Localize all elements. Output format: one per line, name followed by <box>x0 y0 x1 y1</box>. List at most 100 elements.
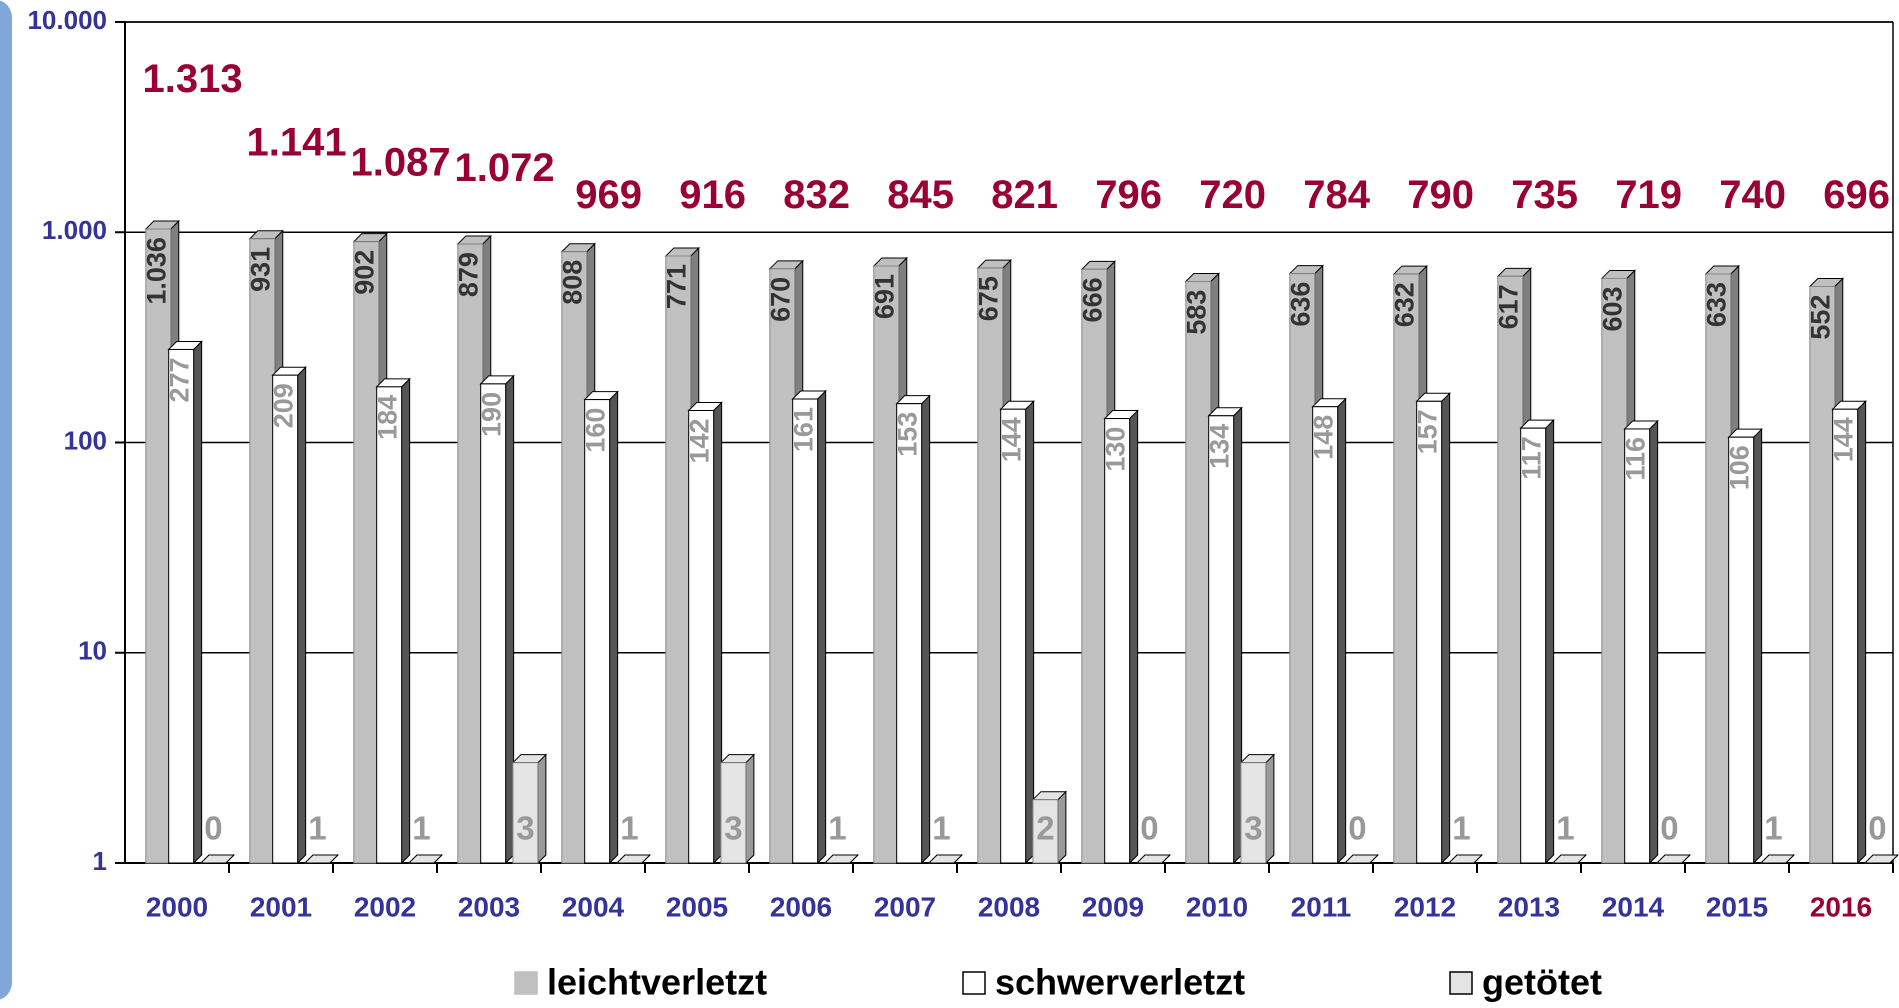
bar-front <box>584 399 611 864</box>
side-strip <box>0 0 12 1000</box>
bar <box>1311 397 1347 865</box>
bar-front <box>1624 428 1651 864</box>
value-label: 675 <box>973 276 1003 321</box>
value-label: 106 <box>1724 445 1754 490</box>
bar <box>1207 406 1243 865</box>
x-tick-label: 2007 <box>874 891 936 922</box>
bar-top <box>1551 854 1588 864</box>
total-label: 719 <box>1615 173 1682 217</box>
bar <box>375 377 411 865</box>
value-label: 160 <box>580 408 610 453</box>
bar-top <box>1343 854 1380 864</box>
value-label: 148 <box>1308 415 1338 460</box>
value-label: 144 <box>996 417 1026 462</box>
total-label: 796 <box>1095 173 1162 217</box>
value-label: 931 <box>245 247 275 292</box>
total-label: 740 <box>1719 173 1786 217</box>
bar <box>1863 854 1899 864</box>
x-tick-label: 2015 <box>1706 891 1768 922</box>
value-label: 1 <box>1556 810 1574 847</box>
total-label: 1.313 <box>143 57 243 101</box>
bar-front <box>1497 275 1524 864</box>
value-label: 771 <box>661 264 691 309</box>
bar-side <box>1441 392 1451 865</box>
bar <box>1031 790 1068 865</box>
x-tick-label: 2009 <box>1082 891 1144 922</box>
bar-side <box>745 753 755 865</box>
bar-front <box>1520 427 1547 864</box>
total-label: 832 <box>783 173 850 217</box>
x-tick-label: 2002 <box>354 891 416 922</box>
bar-front <box>769 268 796 864</box>
legend-swatch <box>514 971 538 995</box>
bar-side <box>1337 397 1347 865</box>
total-label: 720 <box>1199 173 1266 217</box>
bar-front <box>272 374 299 864</box>
value-label: 134 <box>1204 424 1234 469</box>
y-tick-label: 100 <box>64 425 107 455</box>
value-label: 1 <box>932 810 950 847</box>
bar <box>927 854 964 864</box>
value-label: 0 <box>204 810 222 847</box>
bar-side <box>401 377 411 865</box>
bar-side <box>1129 409 1139 865</box>
bar-side <box>193 340 203 865</box>
value-label: 1 <box>308 810 326 847</box>
value-label: 0 <box>1660 810 1678 847</box>
value-label: 666 <box>1077 277 1107 322</box>
bar-side <box>537 753 547 865</box>
bar <box>1447 854 1484 864</box>
legend-label: leichtverletzt <box>547 962 767 1003</box>
bar-front <box>1728 436 1755 864</box>
bar-front <box>1032 799 1059 864</box>
bar-front <box>1312 406 1339 864</box>
bar-front <box>168 348 195 864</box>
bar <box>1415 392 1451 865</box>
bar-front <box>1809 286 1836 864</box>
bar-front <box>1208 415 1235 864</box>
x-tick-label: 2006 <box>770 891 832 922</box>
y-tick-label: 10.000 <box>27 5 107 35</box>
bar-side <box>1025 399 1035 865</box>
bar <box>1759 854 1796 864</box>
bar <box>479 374 515 865</box>
bar-top <box>927 854 964 864</box>
value-label: 153 <box>892 412 922 457</box>
bar-side <box>817 389 827 865</box>
bar <box>1727 427 1763 865</box>
x-tick-label: 2014 <box>1602 891 1665 922</box>
bar <box>999 399 1035 865</box>
bar-front <box>1240 762 1267 864</box>
legend-label: getötet <box>1482 962 1602 1003</box>
bar-front <box>1081 268 1108 864</box>
bar <box>511 753 548 865</box>
bar <box>1655 854 1692 864</box>
value-label: 691 <box>869 274 899 319</box>
value-label: 0 <box>1140 810 1158 847</box>
value-label: 1 <box>1452 810 1470 847</box>
x-tick-label: 2011 <box>1291 891 1352 922</box>
bar <box>1135 854 1172 864</box>
y-tick-label: 1.000 <box>42 215 107 245</box>
value-label: 632 <box>1389 282 1419 327</box>
bar <box>1623 419 1659 865</box>
x-tick-label: 2005 <box>666 891 728 922</box>
bar <box>303 854 340 864</box>
bar <box>583 390 619 865</box>
bar-front <box>665 255 692 864</box>
bar-top <box>615 854 652 864</box>
bar <box>1551 854 1588 864</box>
legend-swatch <box>962 971 986 995</box>
value-label: 130 <box>1100 427 1130 472</box>
bar <box>687 401 723 865</box>
value-label: 117 <box>1516 436 1546 480</box>
total-label: 784 <box>1303 173 1370 217</box>
total-label: 916 <box>679 173 746 217</box>
bar-front <box>512 762 539 864</box>
total-label: 696 <box>1823 173 1890 217</box>
value-label: 3 <box>1244 810 1262 847</box>
value-label: 552 <box>1805 295 1835 340</box>
value-label: 0 <box>1868 810 1886 847</box>
value-label: 0 <box>1348 810 1366 847</box>
